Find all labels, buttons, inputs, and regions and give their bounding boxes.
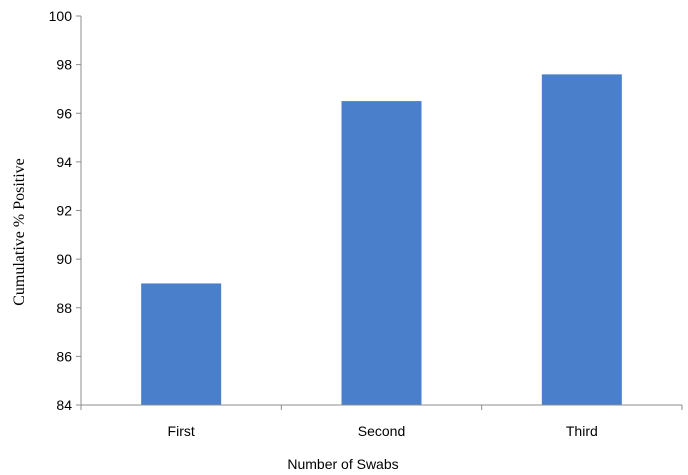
- y-tick-label: 92: [56, 203, 72, 219]
- bars-layer: [141, 74, 622, 405]
- y-tick-label: 88: [56, 300, 72, 316]
- x-ticks: First Second Third: [80, 405, 683, 439]
- y-tick-label: 84: [56, 397, 72, 413]
- y-ticks: 84 86 88 90 92 94 96 98 100: [49, 8, 81, 413]
- x-tick-label: Third: [566, 423, 598, 439]
- bar-first: [141, 283, 222, 405]
- y-tick-label: 98: [56, 57, 72, 73]
- y-tick-label: 96: [56, 105, 72, 121]
- bar-third: [541, 74, 622, 405]
- y-axis-label: Cumulative % Positive: [11, 158, 28, 306]
- bar-second: [341, 101, 422, 405]
- x-tick-label: Second: [358, 423, 405, 439]
- y-tick-label: 100: [49, 8, 73, 24]
- x-axis-label: Number of Swabs: [287, 456, 398, 472]
- y-tick-label: 90: [56, 251, 72, 267]
- y-tick-label: 94: [56, 154, 72, 170]
- y-tick-label: 86: [56, 348, 72, 364]
- x-tick-label: First: [168, 423, 195, 439]
